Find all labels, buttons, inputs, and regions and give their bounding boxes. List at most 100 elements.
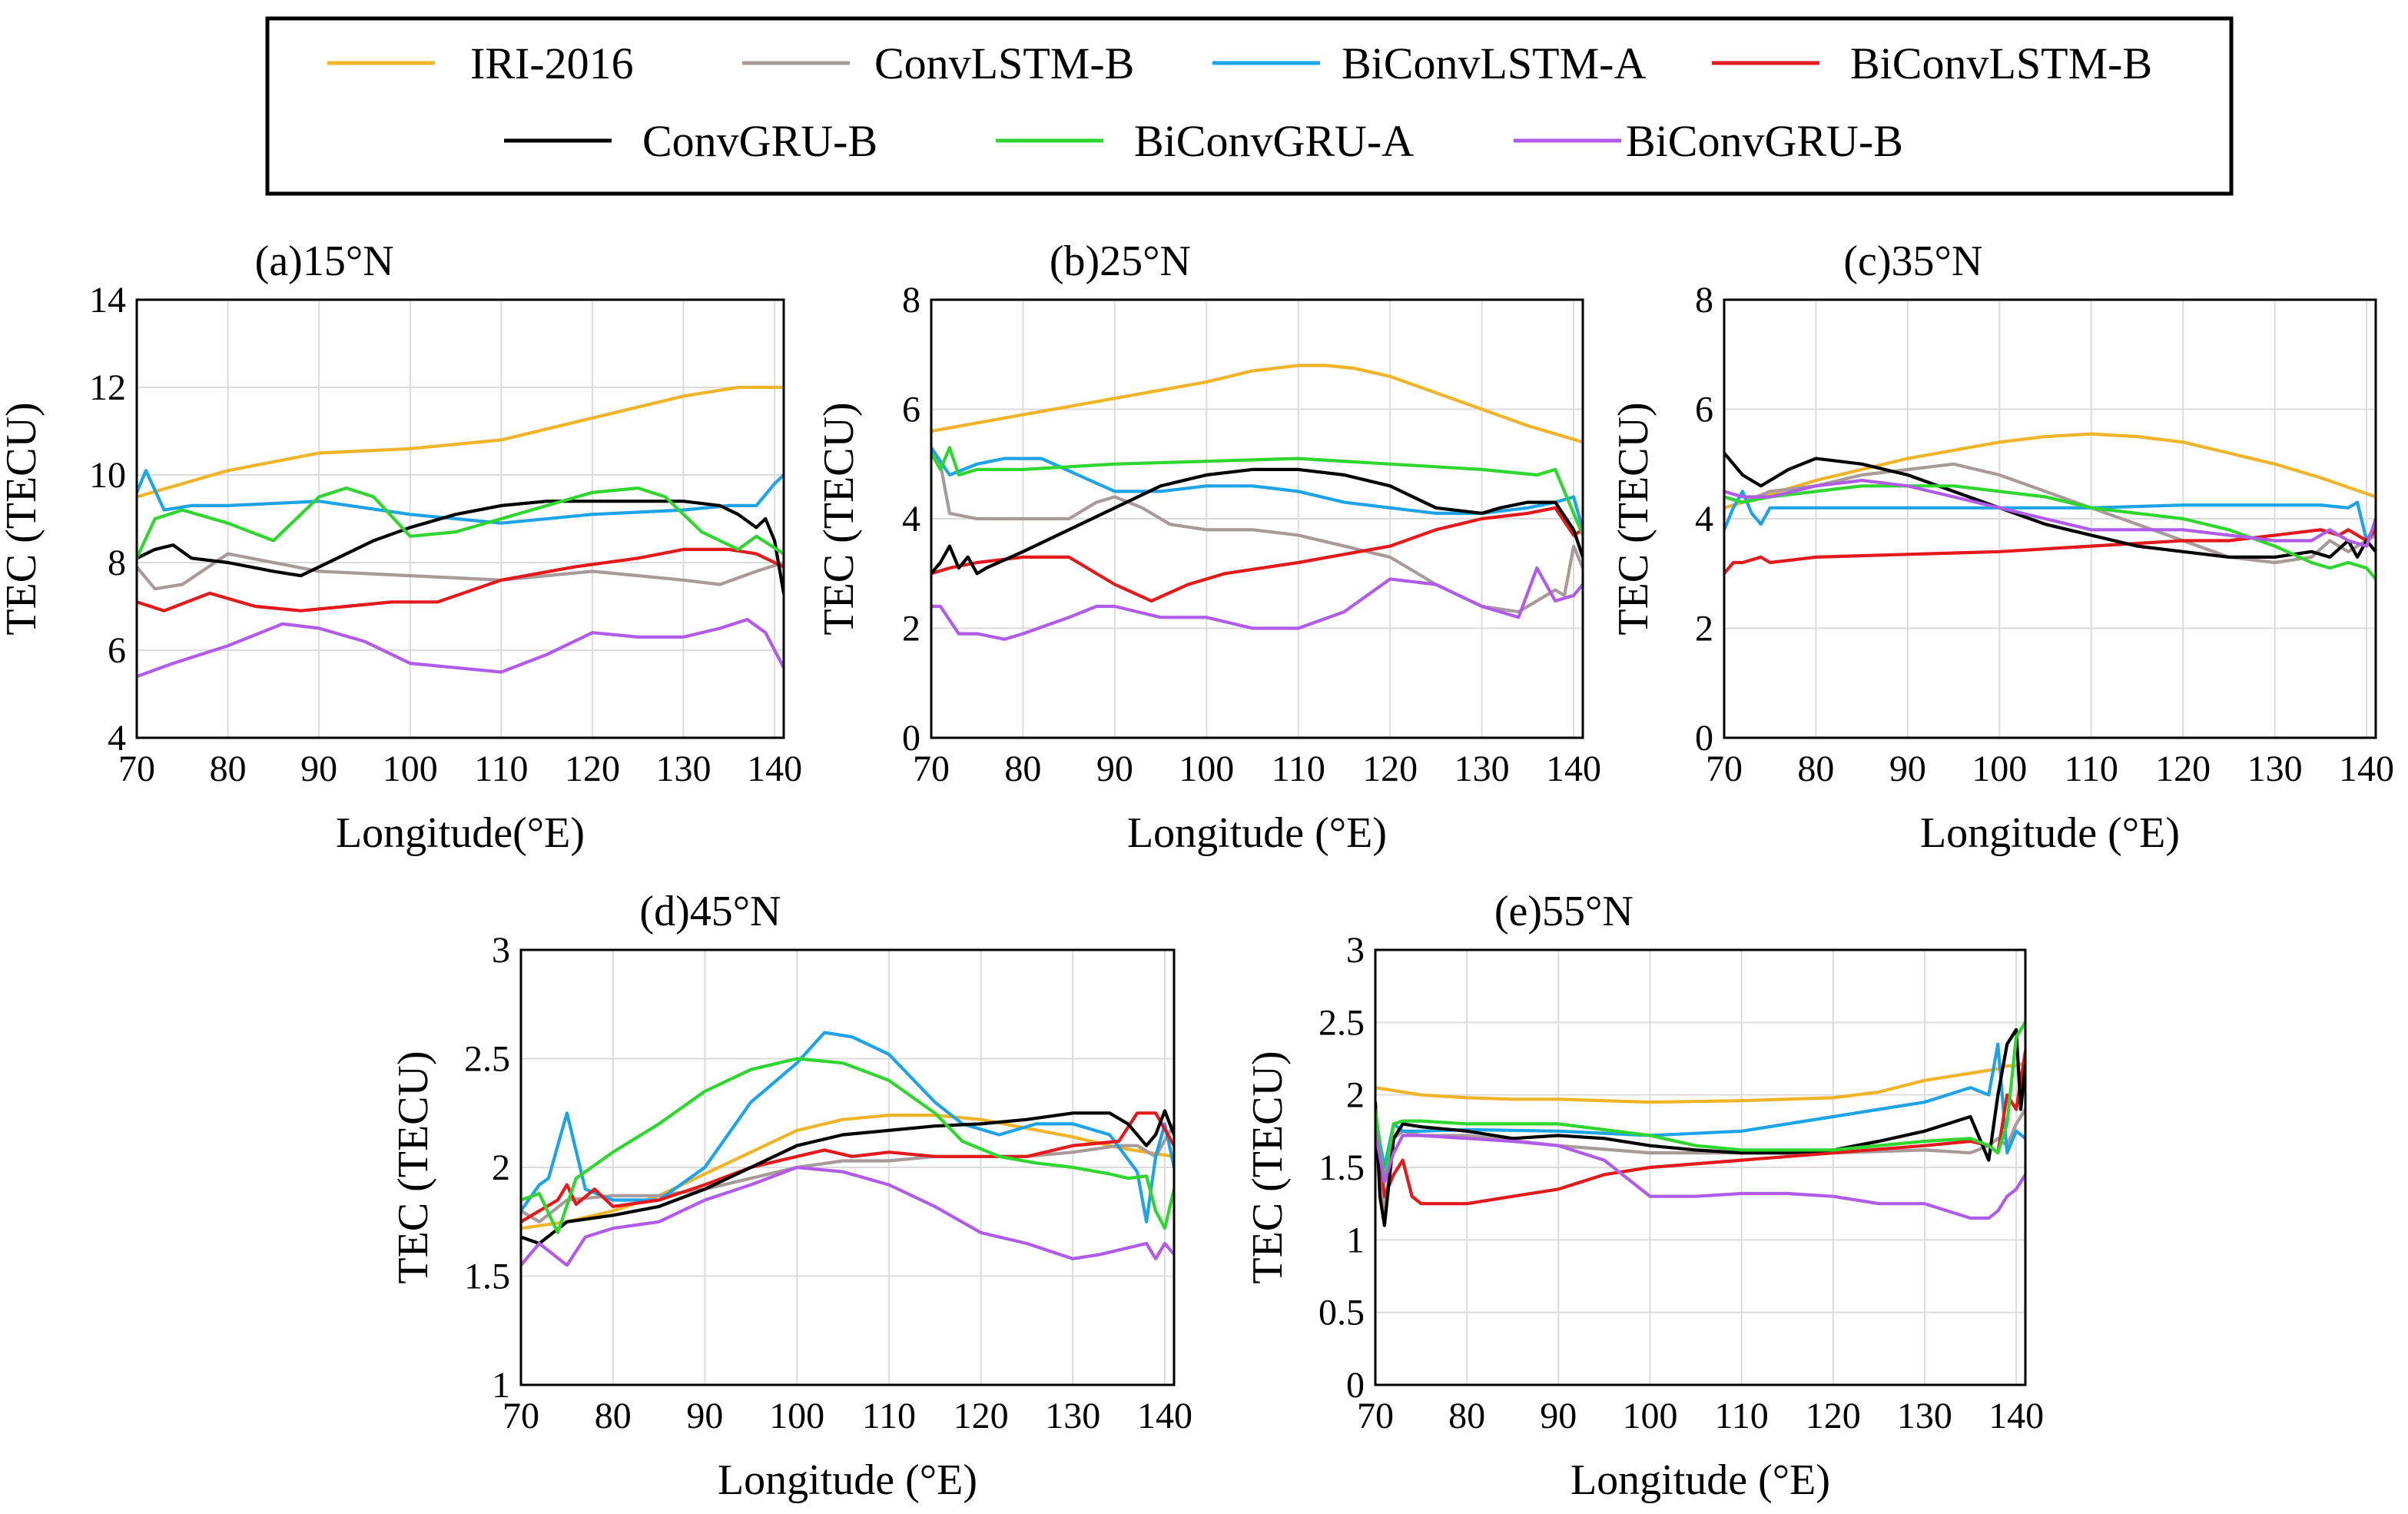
- x-tick-label: 120: [1806, 1396, 1861, 1436]
- series-group: [931, 364, 1583, 641]
- legend-item-biconvgru-a: BiConvGRU-A: [996, 116, 1414, 166]
- series-line-convgru-b: [931, 467, 1583, 576]
- y-tick-label: 4: [108, 718, 126, 759]
- panel-title: (d)45°N: [639, 888, 781, 935]
- y-axis-label: TEC (TECU): [1244, 1051, 1292, 1283]
- x-tick-label: 90: [1889, 749, 1926, 789]
- y-tick-label: 8: [902, 280, 920, 320]
- y-axis-label: TEC (TECU): [390, 1051, 437, 1283]
- series-line-iri-2016: [1375, 1061, 2025, 1104]
- series-line-biconvgru-a: [1375, 1021, 2025, 1184]
- x-tick-label: 80: [1004, 749, 1041, 789]
- series-line-iri-2016: [931, 364, 1583, 444]
- y-tick-label: 2: [1695, 609, 1713, 649]
- series-line-biconvgru-b: [931, 566, 1583, 641]
- legend-label-biconvlstm-b: BiConvLSTM-B: [1850, 38, 2152, 88]
- plot-frame: [519, 948, 1176, 1386]
- series-line-biconvlstm-a: [521, 1031, 1174, 1223]
- y-tick-label: 10: [89, 455, 126, 496]
- legend-item-biconvlstm-a: BiConvLSTM-A: [1212, 38, 1646, 88]
- series-line-biconvlstm-b: [1375, 1049, 2025, 1206]
- y-tick-label: 1.5: [464, 1257, 510, 1297]
- x-tick-label: 90: [1096, 749, 1133, 789]
- y-tick-label: 4: [1695, 499, 1713, 540]
- x-tick-label: 130: [1454, 749, 1510, 789]
- x-tick-label: 140: [2339, 749, 2394, 789]
- y-tick-label: 2: [1346, 1075, 1365, 1116]
- x-axis-label: Longitude (°E): [718, 1456, 977, 1504]
- x-tick-label: 80: [1797, 749, 1834, 789]
- series-group: [521, 1031, 1174, 1267]
- y-tick-label: 1: [492, 1365, 510, 1406]
- y-tick-label: 4: [902, 499, 920, 540]
- x-axis-label: Longitude (°E): [1920, 809, 2180, 857]
- series-line-biconvlstm-b: [1724, 528, 2376, 576]
- x-tick-label: 110: [474, 749, 528, 789]
- legend-item-biconvgru-b: BiConvGRU-B: [1514, 116, 1903, 166]
- series-group: [1375, 1021, 2025, 1227]
- panel-title: (a)15°N: [255, 237, 394, 285]
- x-tick-label: 80: [1448, 1396, 1485, 1436]
- series-line-convgru-b: [1724, 451, 2376, 559]
- series-line-biconvgru-b: [137, 617, 784, 679]
- legend-label-iri-2016: IRI-2016: [470, 38, 634, 88]
- x-tick-label: 70: [913, 749, 950, 789]
- x-tick-label: 90: [686, 1396, 723, 1436]
- series-line-convgru-b: [521, 1109, 1174, 1246]
- series-line-biconvlstm-b: [137, 547, 784, 613]
- y-tick-label: 3: [1346, 930, 1365, 971]
- x-tick-label: 90: [300, 749, 337, 789]
- series-line-biconvgru-a: [521, 1057, 1174, 1235]
- panel-a-15n: 70 80 90 100 110 120 130 140 4 6 8 10 12 14 (a)15°N Lon…: [0, 237, 802, 857]
- x-tick-label: 100: [1972, 749, 2027, 789]
- y-tick-label: 2: [902, 609, 920, 649]
- legend-label-biconvlstm-a: BiConvLSTM-A: [1342, 38, 1646, 88]
- y-tick-label: 8: [108, 543, 126, 583]
- x-tick-label: 100: [383, 749, 438, 789]
- legend-item-convlstm-b: ConvLSTM-B: [742, 38, 1134, 88]
- x-tick-label: 90: [1540, 1396, 1577, 1436]
- x-tick-label: 130: [2247, 749, 2303, 789]
- x-tick-label: 130: [1897, 1396, 1952, 1436]
- series-line-biconvgru-b: [1375, 1129, 2025, 1220]
- x-axis-label: Longitude (°E): [1571, 1456, 1830, 1504]
- series-line-biconvlstm-a: [931, 446, 1583, 532]
- plot-frame: [135, 298, 785, 739]
- x-tick-label: 130: [1045, 1396, 1100, 1436]
- series-line-biconvlstm-a: [137, 469, 784, 525]
- y-tick-label: 0: [1346, 1365, 1365, 1406]
- panel-e-55n: 70 80 90 100 110 120 130 140 0 0.5 1 1.5 2 2.5 3 (e)55°…: [1244, 888, 2044, 1504]
- y-tick-label: 2: [492, 1147, 510, 1188]
- x-tick-label: 120: [1362, 749, 1418, 789]
- legend-label-convgru-b: ConvGRU-B: [642, 116, 877, 166]
- y-tick-label: 8: [1695, 280, 1713, 320]
- legend-item-biconvlstm-b: BiConvLSTM-B: [1712, 38, 2152, 88]
- y-tick-label: 12: [89, 367, 126, 408]
- series-line-biconvgru-a: [1724, 484, 2376, 581]
- x-tick-label: 130: [656, 749, 711, 789]
- x-tick-label: 140: [1988, 1396, 2044, 1436]
- y-tick-label: 6: [902, 390, 920, 430]
- x-tick-label: 100: [1179, 749, 1234, 789]
- x-axis-label: Longitude (°E): [1127, 809, 1387, 857]
- y-tick-label: 1: [1346, 1220, 1365, 1260]
- legend: IRI-2016 ConvLSTM-B BiConvLSTM-A BiConvLSTM…: [265, 16, 2234, 196]
- x-tick-label: 110: [862, 1396, 916, 1436]
- series-group: [1724, 432, 2376, 581]
- panel-b-25n: 70 80 90 100 110 120 130 140 0 2 4 6 8 (b)25°N Longitu…: [815, 237, 1601, 857]
- legend-label-biconvgru-b: BiConvGRU-B: [1626, 116, 1903, 166]
- x-tick-label: 110: [2065, 749, 2118, 789]
- y-tick-label: 14: [89, 280, 126, 320]
- y-tick-label: 0: [902, 718, 920, 759]
- y-tick-label: 6: [108, 630, 126, 671]
- panel-title: (c)35°N: [1843, 237, 1982, 285]
- x-tick-label: 100: [769, 1396, 824, 1436]
- y-tick-label: 1.5: [1318, 1147, 1365, 1188]
- y-tick-label: 2.5: [464, 1039, 510, 1080]
- x-tick-label: 70: [118, 749, 155, 789]
- series-line-convgru-b: [1375, 1028, 2025, 1227]
- panel-c-35n: 70 80 90 100 110 120 130 140 0 2 4 6 8 (c)35°N Longitu…: [1610, 237, 2394, 857]
- series-line-convgru-b: [137, 500, 784, 596]
- x-tick-label: 70: [1357, 1396, 1394, 1436]
